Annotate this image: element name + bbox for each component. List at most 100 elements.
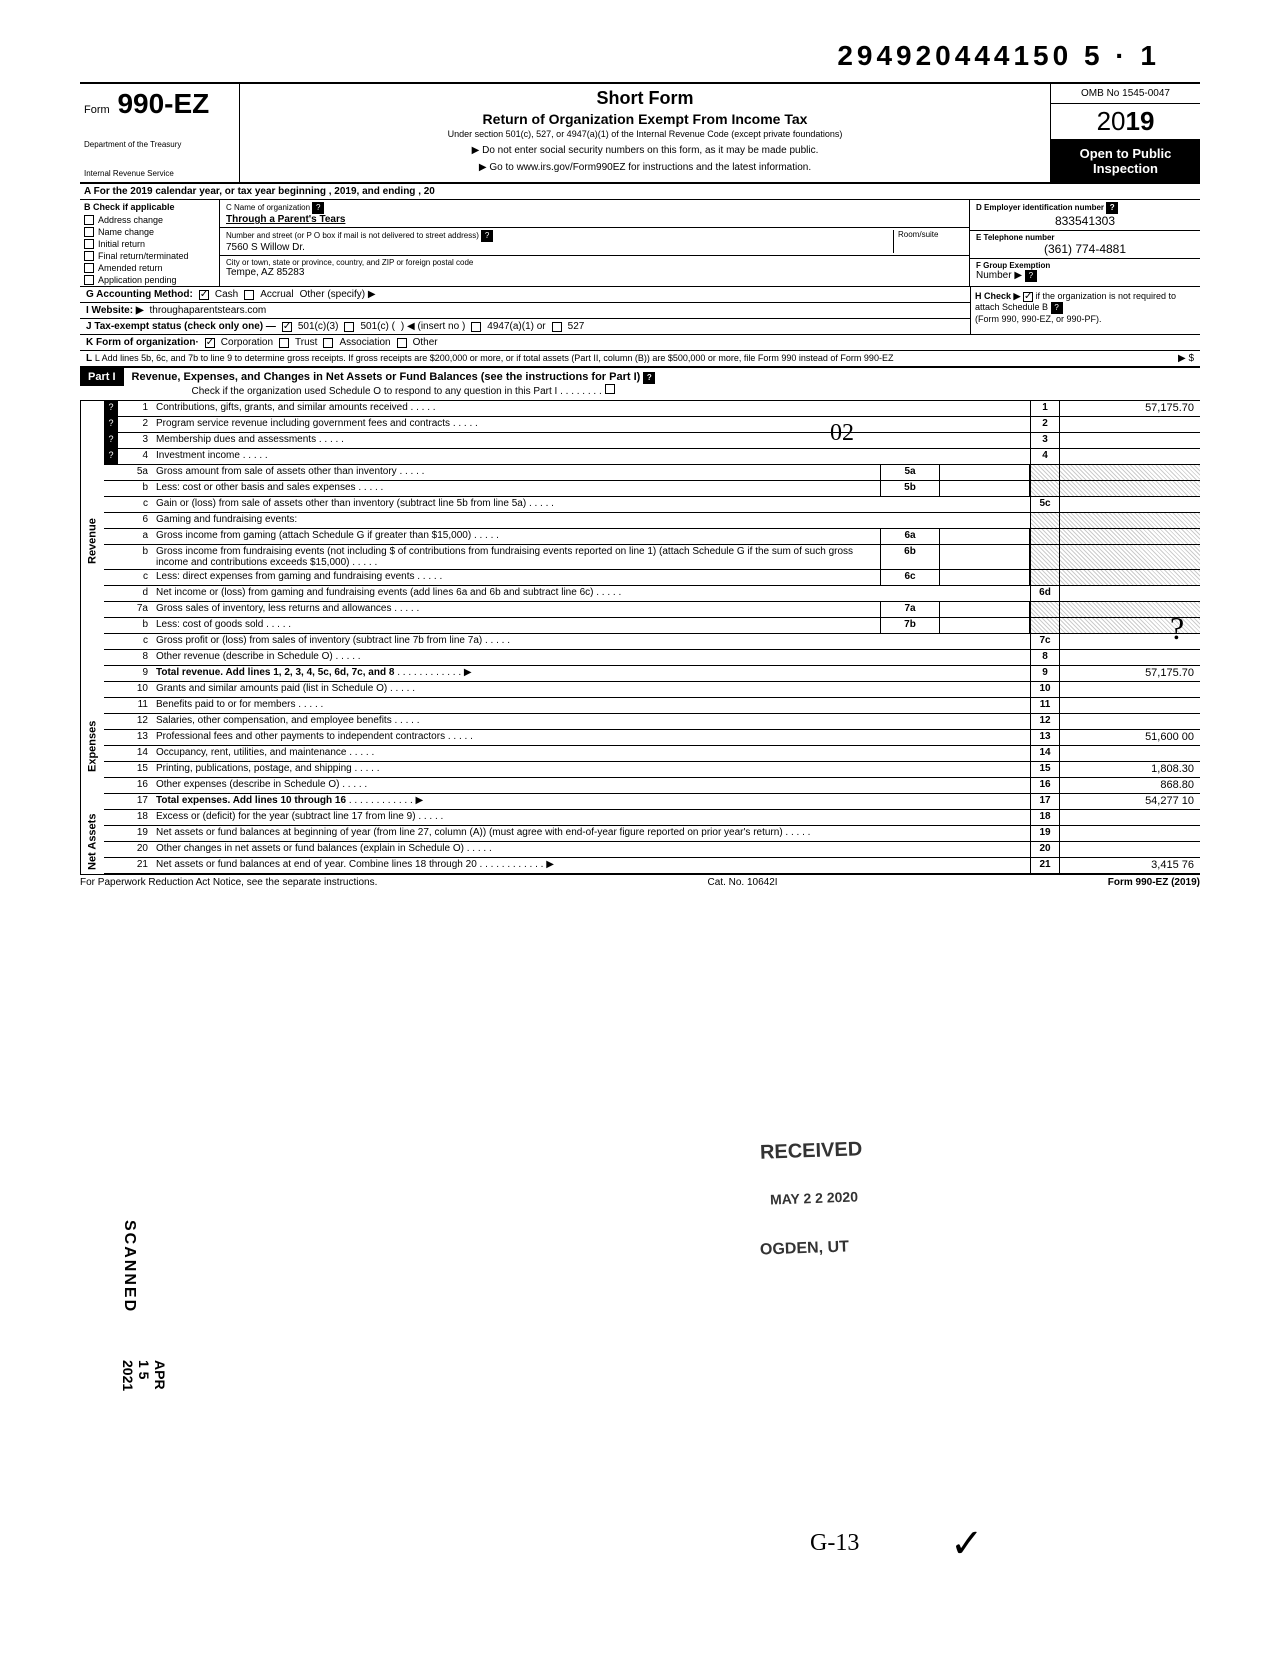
form-footer: For Paperwork Reduction Act Notice, see … — [80, 874, 1200, 888]
table-row: 14Occupancy, rent, utilities, and mainte… — [104, 746, 1200, 762]
title-short: Short Form — [250, 88, 1040, 109]
cb-trust[interactable] — [279, 338, 289, 348]
amount-value: 1,808.30 — [1060, 762, 1200, 777]
help-icon: ? — [104, 433, 118, 448]
line-j-label: J Tax-exempt status (check only one) — — [86, 321, 276, 332]
line-number: 13 — [122, 730, 152, 745]
table-row: 16Other expenses (describe in Schedule O… — [104, 778, 1200, 794]
line-description: Professional fees and other payments to … — [152, 730, 1030, 745]
cb-4947[interactable] — [471, 322, 481, 332]
cb-527[interactable] — [552, 322, 562, 332]
mid-line-number: 6c — [880, 570, 940, 585]
table-row: 11Benefits paid to or for members . . . … — [104, 698, 1200, 714]
column-c: C Name of organization ? Through a Paren… — [220, 200, 970, 286]
cb-corporation[interactable] — [205, 338, 215, 348]
table-row: bLess: cost of goods sold . . . . .7b — [104, 618, 1200, 634]
dept-treasury: Department of the Treasury — [84, 140, 235, 149]
table-row: 19Net assets or fund balances at beginni… — [104, 826, 1200, 842]
line-number: 12 — [122, 714, 152, 729]
table-row: 17Total expenses. Add lines 10 through 1… — [104, 794, 1200, 810]
city-state-zip: Tempe, AZ 85283 — [226, 267, 963, 278]
help-icon: ? — [643, 372, 655, 384]
revenue-label: Revenue — [80, 401, 104, 682]
right-line-number: 19 — [1030, 826, 1060, 841]
cb-501c3[interactable] — [282, 322, 292, 332]
part-1-title: Revenue, Expenses, and Changes in Net As… — [132, 371, 641, 383]
line-number: 2 — [122, 417, 152, 432]
dept-irs: Internal Revenue Service — [84, 169, 235, 178]
table-row: cGross profit or (loss) from sales of in… — [104, 634, 1200, 650]
amount-value — [1060, 650, 1200, 665]
line-description: Gross profit or (loss) from sales of inv… — [152, 634, 1030, 649]
line-number: 7a — [122, 602, 152, 617]
line-number: b — [122, 618, 152, 633]
line-number: 15 — [122, 762, 152, 777]
line-description: Benefits paid to or for members . . . . … — [152, 698, 1030, 713]
tax-year: 20201919 — [1051, 104, 1200, 140]
table-row: cGain or (loss) from sale of assets othe… — [104, 497, 1200, 513]
amount-value: 3,415 76 — [1060, 858, 1200, 873]
line-number: 4 — [122, 449, 152, 464]
cb-amended[interactable] — [84, 263, 94, 273]
help-icon: ? — [481, 230, 493, 242]
amount-value — [1060, 586, 1200, 601]
table-row: 9Total revenue. Add lines 1, 2, 3, 4, 5c… — [104, 666, 1200, 682]
amount-value — [1060, 826, 1200, 841]
stamp-received: RECEIVED — [760, 1138, 863, 1165]
help-icon: ? — [104, 417, 118, 432]
table-row: ?3Membership dues and assessments . . . … — [104, 433, 1200, 449]
line-number: 11 — [122, 698, 152, 713]
column-b: B Check if applicable Address change Nam… — [80, 200, 220, 286]
cb-schedule-o[interactable] — [605, 384, 615, 394]
table-row: ?4Investment income . . . . .4 — [104, 449, 1200, 465]
cb-association[interactable] — [323, 338, 333, 348]
help-icon: ? — [1106, 202, 1118, 214]
stamp-apr: APR 1 5 2021 — [120, 1360, 168, 1391]
arrow-website: ▶ Go to www.irs.gov/Form990EZ for instru… — [250, 162, 1040, 173]
amount-value — [1060, 417, 1200, 432]
cb-cash[interactable] — [199, 290, 209, 300]
line-description: Net income or (loss) from gaming and fun… — [152, 586, 1030, 601]
cb-other[interactable] — [397, 338, 407, 348]
right-line-number: 17 — [1030, 794, 1060, 809]
right-line-number: 15 — [1030, 762, 1060, 777]
right-line-number: 18 — [1030, 810, 1060, 825]
amount-value: 868.80 — [1060, 778, 1200, 793]
line-i-label: I Website: ▶ — [86, 305, 144, 316]
mid-line-number: 6a — [880, 529, 940, 544]
table-row: dNet income or (loss) from gaming and fu… — [104, 586, 1200, 602]
cb-501c[interactable] — [344, 322, 354, 332]
table-row: 18Excess or (deficit) for the year (subt… — [104, 810, 1200, 826]
amount-value — [1060, 746, 1200, 761]
right-line-number: 20 — [1030, 842, 1060, 857]
cb-pending[interactable] — [84, 275, 94, 285]
mid-line-number: 5a — [880, 465, 940, 480]
line-description: Net assets or fund balances at beginning… — [152, 826, 1030, 841]
amount-value — [1060, 714, 1200, 729]
right-line-number: 1 — [1030, 401, 1060, 416]
table-row: 12Salaries, other compensation, and empl… — [104, 714, 1200, 730]
mid-line-number: 5b — [880, 481, 940, 496]
line-number: c — [122, 634, 152, 649]
cb-final[interactable] — [84, 251, 94, 261]
help-icon: ? — [104, 401, 118, 416]
line-l-text: L Add lines 5b, 6c, and 7b to line 9 to … — [95, 353, 894, 363]
website-url: throughaparentstears.com — [150, 305, 267, 316]
org-name: Through a Parent's Tears — [226, 214, 963, 225]
netassets-label: Net Assets — [80, 810, 104, 874]
cb-address[interactable] — [84, 215, 94, 225]
cb-accrual[interactable] — [244, 290, 254, 300]
amount-value — [1060, 682, 1200, 697]
handwritten-gb: G-13 — [810, 1530, 859, 1557]
table-row: 6Gaming and fundraising events: — [104, 513, 1200, 529]
arrow-ssn: ▶ Do not enter social security numbers o… — [250, 145, 1040, 156]
table-row: 8Other revenue (describe in Schedule O) … — [104, 650, 1200, 666]
right-line-number: 4 — [1030, 449, 1060, 464]
cb-initial[interactable] — [84, 239, 94, 249]
line-number: d — [122, 586, 152, 601]
line-description: Less: cost or other basis and sales expe… — [152, 481, 880, 496]
cb-schedule-b[interactable] — [1023, 292, 1033, 302]
right-line-number: 3 — [1030, 433, 1060, 448]
right-line-number: 6d — [1030, 586, 1060, 601]
cb-name[interactable] — [84, 227, 94, 237]
